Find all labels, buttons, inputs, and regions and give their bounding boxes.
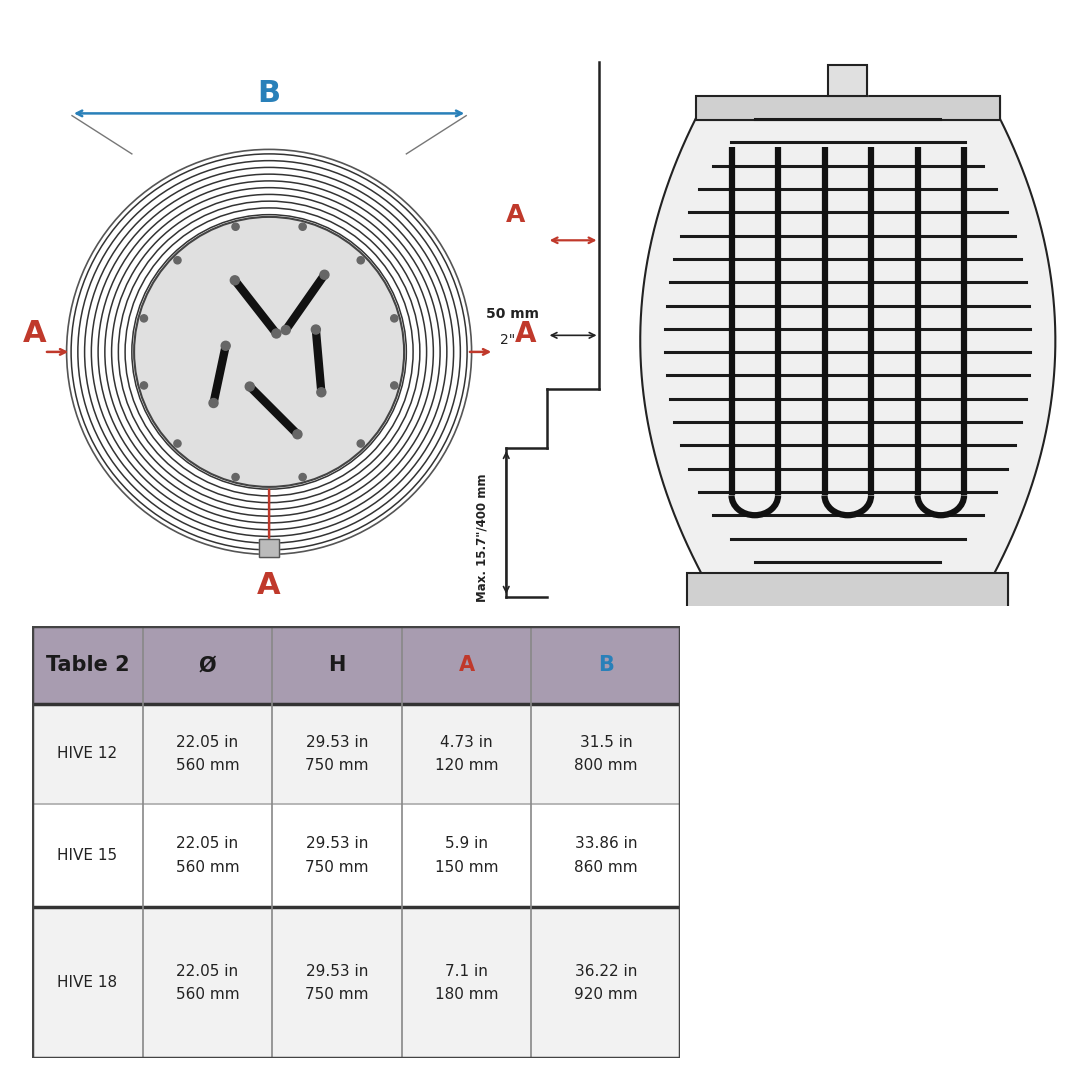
Circle shape [232,473,239,481]
Circle shape [230,275,240,285]
Circle shape [174,257,181,264]
Text: HIVE 18: HIVE 18 [57,975,118,990]
Text: 2": 2" [500,334,515,348]
Text: A: A [515,320,537,348]
Bar [696,95,1000,121]
Circle shape [281,325,291,335]
Circle shape [299,473,307,481]
Bar [259,539,280,556]
Polygon shape [640,108,1055,573]
Text: Table 2: Table 2 [45,656,130,675]
Circle shape [174,440,181,447]
Bar [32,704,680,804]
Text: 22.05 in
560 mm: 22.05 in 560 mm [176,734,239,773]
Text: HIVE 15: HIVE 15 [57,848,118,863]
Circle shape [245,382,254,391]
Bar [696,95,1000,121]
Text: Ø: Ø [199,656,216,675]
Circle shape [221,341,230,350]
Text: 22.05 in
560 mm: 22.05 in 560 mm [176,963,239,1002]
Circle shape [140,314,148,322]
Circle shape [391,314,397,322]
Circle shape [311,325,321,334]
Bar [687,573,1009,609]
Text: 29.53 in
750 mm: 29.53 in 750 mm [306,734,368,773]
Bar [32,907,680,1058]
Bar [32,804,680,907]
Text: A: A [24,320,46,349]
Bar [828,65,867,95]
Text: 33.86 in
860 mm: 33.86 in 860 mm [575,836,637,875]
Text: B: B [257,79,281,108]
Text: A: A [257,571,281,600]
Text: 5.9 in
150 mm: 5.9 in 150 mm [435,836,498,875]
Text: 36.22 in
920 mm: 36.22 in 920 mm [575,963,637,1002]
Circle shape [293,430,302,438]
Text: 29.53 in
750 mm: 29.53 in 750 mm [306,963,368,1002]
Bar [32,626,680,704]
Circle shape [316,388,326,396]
Bar [828,65,867,95]
Circle shape [391,382,397,389]
Circle shape [232,224,239,230]
Text: 4.73 in
120 mm: 4.73 in 120 mm [435,734,498,773]
Text: 22.05 in
560 mm: 22.05 in 560 mm [176,836,239,875]
Bar [687,573,1009,609]
Text: 50 mm: 50 mm [486,307,539,321]
Text: Max. 15.7"/400 mm: Max. 15.7"/400 mm [475,473,488,602]
Text: H: H [328,656,346,675]
Text: A: A [459,656,474,675]
Circle shape [357,257,364,264]
Circle shape [357,440,364,447]
Circle shape [299,224,307,230]
Circle shape [210,399,218,407]
Text: 7.1 in
180 mm: 7.1 in 180 mm [435,963,498,1002]
Bar [259,539,280,556]
Text: 29.53 in
750 mm: 29.53 in 750 mm [306,836,368,875]
Text: A: A [507,203,526,228]
Text: B: B [598,656,613,675]
Circle shape [272,329,281,338]
Circle shape [134,217,404,487]
Circle shape [140,382,148,389]
Circle shape [320,270,329,280]
Text: 31.5 in
800 mm: 31.5 in 800 mm [575,734,637,773]
Text: HIVE 12: HIVE 12 [57,746,118,761]
